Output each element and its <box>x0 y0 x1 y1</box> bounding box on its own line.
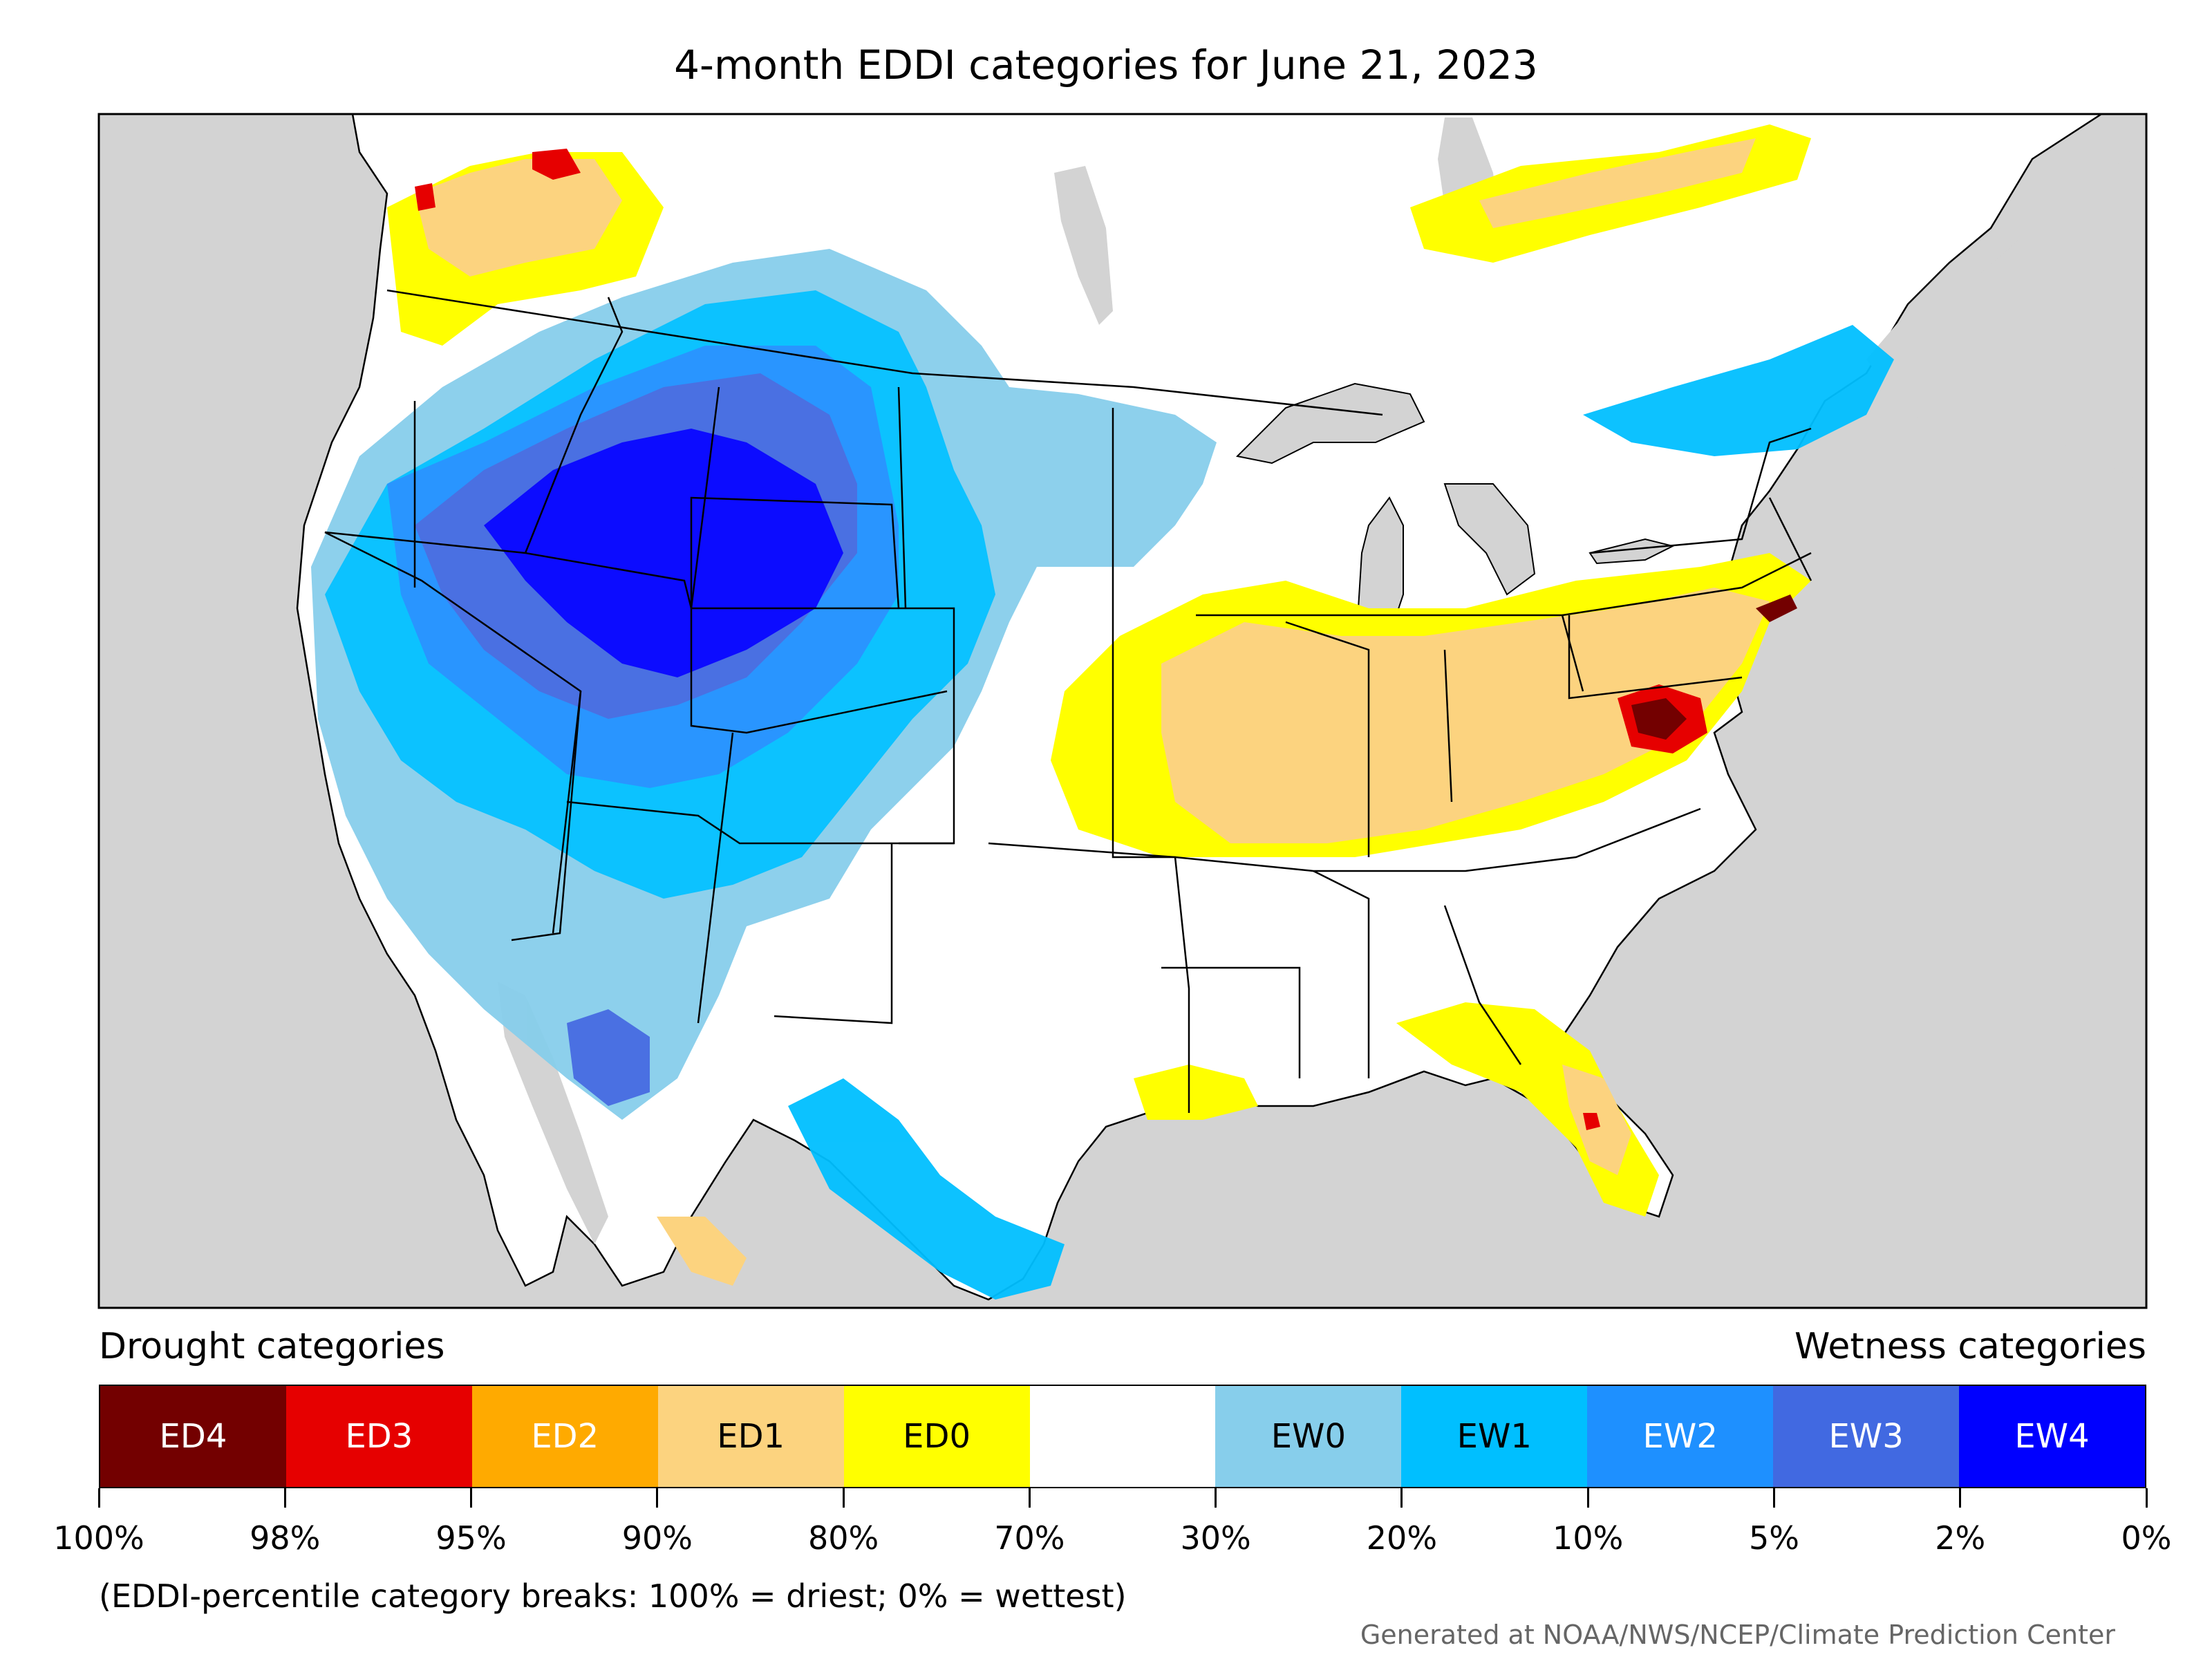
ed3-florida <box>1583 1113 1600 1130</box>
legend-tick <box>470 1488 473 1508</box>
legend-tick <box>1215 1488 1217 1508</box>
legend-tick-label: 2% <box>1935 1519 1986 1557</box>
ew4-west <box>484 429 843 677</box>
ew1-texas <box>788 1078 1065 1300</box>
legend-swatch-ed3: ED3 <box>285 1386 472 1487</box>
gulf-of-california <box>498 982 608 1244</box>
credit-line: Generated at NOAA/NWS/NCEP/Climate Predi… <box>1360 1620 2115 1650</box>
legend-swatch-none <box>1029 1386 1216 1487</box>
legend-tick-label: 80% <box>807 1519 879 1557</box>
legend-tick <box>1028 1488 1031 1508</box>
drought-shading <box>387 124 1811 1286</box>
legend-tick-label: 95% <box>435 1519 507 1557</box>
ed1-midwest <box>1161 588 1770 843</box>
map-frame <box>97 113 2148 1309</box>
lake-winnipeg <box>1054 166 1113 325</box>
wetness-shading <box>311 249 1894 1300</box>
gulf-of-st-lawrence <box>1866 159 2146 484</box>
legend-swatch-ew0: EW0 <box>1215 1386 1402 1487</box>
legend-swatch-ed0: ED0 <box>843 1386 1030 1487</box>
ed1-ontario <box>1479 138 1756 228</box>
ew4-arizona <box>567 1009 650 1106</box>
legend-swatch-ew2: EW2 <box>1587 1386 1774 1487</box>
ew1-northeast <box>1583 325 1894 456</box>
legend-tick <box>1586 1488 1589 1508</box>
legend-tick <box>2145 1488 2148 1508</box>
lake-ontario <box>1588 538 1675 565</box>
legend-tick <box>1772 1488 1775 1508</box>
ed1-northwest <box>415 159 622 276</box>
ed3-vancouver <box>415 183 435 211</box>
legend-tick <box>1959 1488 1962 1508</box>
legend-ticks <box>97 1488 2148 1516</box>
ed4-new-york <box>1756 594 1797 622</box>
legend-tick-label: 100% <box>53 1519 144 1557</box>
legend-swatch-ew1: EW1 <box>1401 1386 1588 1487</box>
legend-tick-label: 98% <box>250 1519 321 1557</box>
legend-note: (EDDI-percentile category breaks: 100% =… <box>99 1577 1127 1615</box>
ed1-mexico <box>657 1217 747 1286</box>
legend-colorbar: ED4 ED3 ED2 ED1 ED0 EW0 EW1 EW2 EW3 EW4 <box>99 1385 2146 1488</box>
lake-huron <box>1443 483 1536 596</box>
legend-tick <box>1400 1488 1403 1508</box>
wetness-categories-heading: Wetness categories <box>1794 1326 2146 1367</box>
ed0-gulf-coast <box>1134 1065 1258 1120</box>
legend-tick <box>97 1488 100 1508</box>
legend-swatch-ed2: ED2 <box>471 1386 658 1487</box>
eddi-map <box>97 113 2148 1309</box>
legend-tick-label: 5% <box>1748 1519 1799 1557</box>
ed3-northwest <box>532 149 581 180</box>
legend-tick-label: 0% <box>2121 1519 2172 1557</box>
legend-swatch-ew3: EW3 <box>1773 1386 1960 1487</box>
legend-tick <box>656 1488 659 1508</box>
legend-tick-label: 10% <box>1553 1519 1624 1557</box>
legend-tick-label: 30% <box>1180 1519 1251 1557</box>
legend-swatch-ew4: EW4 <box>1959 1386 2145 1487</box>
state-borders <box>324 289 1812 1113</box>
legend-tick <box>842 1488 845 1508</box>
legend-tick <box>283 1488 286 1508</box>
legend-tick-label: 70% <box>994 1519 1065 1557</box>
map-title: 4-month EDDI categories for June 21, 202… <box>674 41 1538 88</box>
legend-tick-label: 20% <box>1366 1519 1438 1557</box>
drought-categories-heading: Drought categories <box>99 1326 445 1367</box>
lake-superior <box>1235 382 1425 465</box>
legend-swatch-ed4: ED4 <box>100 1386 286 1487</box>
ed4-virginia <box>1631 698 1687 740</box>
legend-tick-label: 90% <box>621 1519 693 1557</box>
legend-swatch-ed1: ED1 <box>657 1386 844 1487</box>
